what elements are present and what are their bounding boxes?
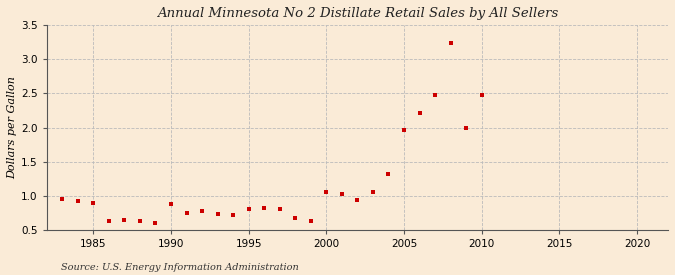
Point [196, 209, 207, 214]
Point [243, 207, 254, 211]
Text: Source: U.S. Energy Information Administration: Source: U.S. Energy Information Administ… [61, 263, 298, 272]
Point [57, 197, 68, 201]
Point [383, 172, 394, 176]
Point [336, 192, 347, 197]
Point [259, 206, 269, 210]
Point [414, 110, 425, 115]
Point [290, 215, 300, 220]
Point [181, 211, 192, 215]
Point [399, 127, 410, 132]
Point [368, 190, 379, 194]
Y-axis label: Dollars per Gallon: Dollars per Gallon [7, 76, 17, 179]
Point [227, 213, 238, 217]
Point [477, 93, 487, 98]
Point [88, 200, 99, 205]
Point [274, 207, 285, 211]
Point [212, 212, 223, 216]
Point [321, 190, 331, 194]
Point [430, 93, 441, 97]
Title: Annual Minnesota No 2 Distillate Retail Sales by All Sellers: Annual Minnesota No 2 Distillate Retail … [157, 7, 558, 20]
Point [461, 126, 472, 130]
Point [352, 198, 362, 203]
Point [305, 219, 316, 223]
Point [134, 219, 145, 223]
Point [119, 217, 130, 222]
Point [446, 41, 456, 45]
Point [72, 199, 83, 203]
Point [165, 202, 176, 206]
Point [103, 219, 114, 223]
Point [150, 221, 161, 225]
